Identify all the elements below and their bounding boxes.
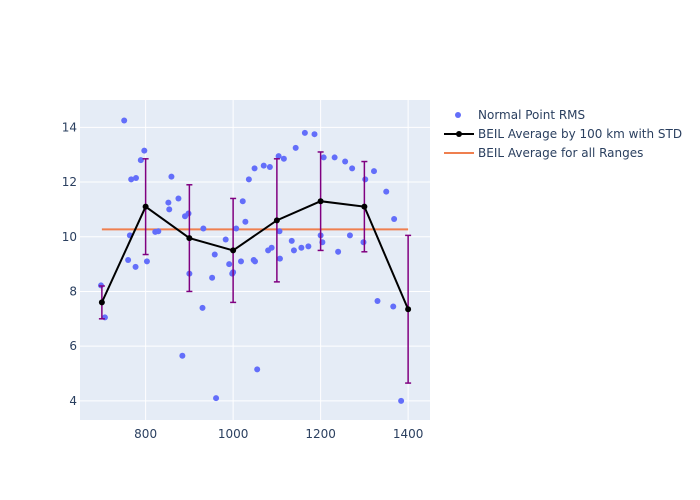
rms-point [346, 232, 353, 239]
average-point [405, 306, 412, 313]
rms-point [213, 395, 220, 402]
rms-point [290, 247, 297, 254]
average-point [186, 235, 193, 242]
legend-marker-average [456, 131, 462, 137]
rms-point [179, 352, 186, 359]
rms-point [128, 176, 135, 183]
rms-point [349, 165, 356, 172]
rms-point [390, 303, 397, 310]
x-tick-label: 1200 [305, 427, 336, 441]
rms-point [301, 129, 308, 136]
rms-point [252, 258, 258, 265]
rms-point [166, 206, 173, 213]
rms-point [242, 218, 249, 225]
x-tick-label: 1000 [218, 427, 249, 441]
average-point [98, 299, 105, 306]
rms-point [245, 176, 252, 183]
rms-point [137, 157, 144, 164]
y-tick-label: 14 [62, 120, 77, 134]
average-point [317, 198, 324, 205]
rms-point [209, 274, 216, 281]
rms-point [305, 243, 312, 250]
rms-point [335, 248, 342, 255]
rms-point [360, 239, 367, 246]
rms-point [260, 162, 267, 169]
average-line-layer [98, 198, 412, 313]
average-point [142, 203, 149, 210]
y-ticks-layer: 4 6 8 10 12 14 [62, 120, 77, 408]
rms-point [211, 251, 218, 258]
rms-point [200, 225, 207, 232]
rms-point [268, 244, 275, 251]
rms-point [331, 154, 338, 161]
legend-label: BEIL Average by 100 km with STD [478, 127, 682, 141]
rms-point [238, 258, 244, 265]
rms-point [226, 261, 233, 268]
y-tick-label: 10 [62, 230, 77, 244]
legend-label: Normal Point RMS [478, 108, 585, 122]
average-point [361, 203, 368, 210]
rms-point [280, 155, 287, 162]
rms-point [288, 237, 295, 244]
rms-point [125, 257, 132, 263]
rms-point [275, 153, 282, 160]
rms-point [371, 168, 377, 175]
rms-point [143, 258, 150, 265]
rms-point [266, 164, 273, 171]
rms-point [165, 199, 172, 206]
rms-point [254, 366, 261, 373]
rms-point [199, 304, 206, 311]
legend-label: BEIL Average for all Ranges [478, 146, 643, 160]
legend-item[interactable]: Normal Point RMS [455, 108, 585, 122]
rms-point [398, 397, 405, 404]
y-tick-label: 12 [62, 175, 77, 189]
legend-item[interactable]: BEIL Average by 100 km with STD [444, 127, 682, 141]
rms-point [141, 147, 148, 154]
average-point [273, 217, 280, 224]
rms-point [320, 154, 327, 161]
y-tick-label: 4 [69, 394, 77, 408]
rms-point [155, 228, 162, 235]
rms-point [276, 255, 283, 262]
rms-point [133, 174, 139, 181]
rms-point [251, 165, 258, 172]
rms-point [383, 188, 390, 195]
rms-point [292, 144, 299, 151]
y-tick-label: 6 [69, 339, 77, 353]
rms-point [311, 131, 318, 138]
rms-point [239, 198, 246, 205]
legend[interactable]: Normal Point RMS BEIL Average by 100 km w… [444, 108, 682, 160]
legend-marker-scatter [455, 112, 461, 118]
x-tick-label: 800 [134, 427, 157, 441]
x-tick-label: 1400 [393, 427, 424, 441]
rms-point [121, 117, 128, 124]
rms-point [374, 298, 381, 305]
rms-point [276, 228, 283, 235]
average-point [230, 247, 237, 254]
rms-point [342, 158, 349, 165]
rms-point [222, 236, 229, 243]
rms-point [362, 176, 369, 183]
rms-point [233, 225, 240, 232]
legend-item[interactable]: BEIL Average for all Ranges [444, 146, 643, 160]
y-tick-label: 8 [69, 284, 77, 298]
rms-point [298, 244, 305, 251]
x-ticks-layer: 800 1000 1200 1400 [134, 427, 423, 441]
rms-point [391, 215, 398, 222]
rms-point [168, 173, 175, 180]
rms-point [175, 195, 182, 202]
rms-point [132, 263, 139, 270]
rms-point [185, 210, 192, 217]
average-line [100, 200, 410, 310]
